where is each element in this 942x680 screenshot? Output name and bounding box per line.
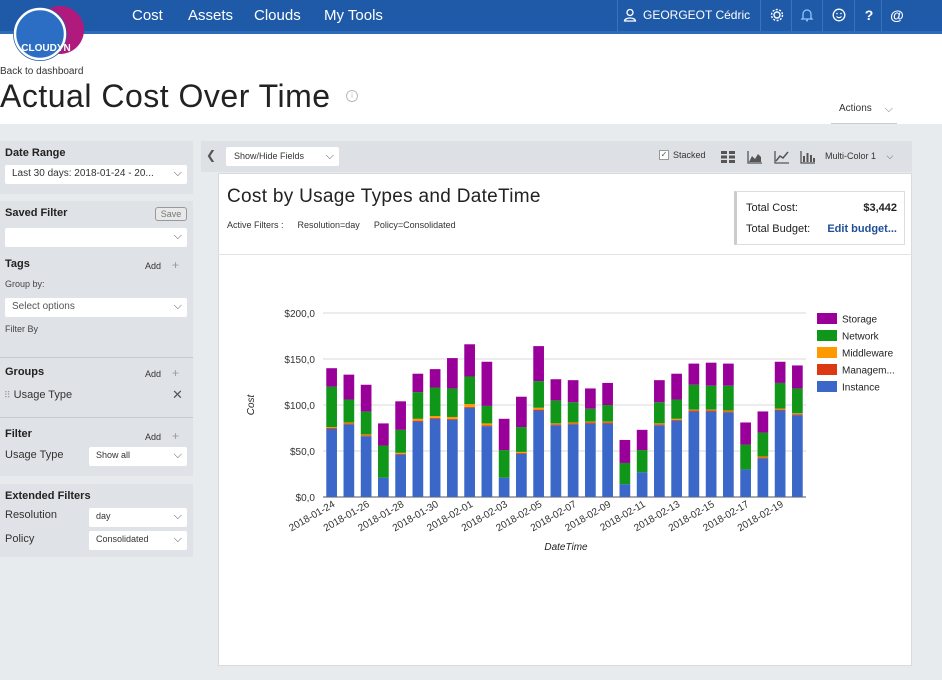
groups-title: Groups bbox=[5, 366, 45, 378]
at-icon[interactable]: @ bbox=[890, 7, 904, 23]
chart-card bbox=[218, 173, 912, 666]
tags-groups-filter-panel bbox=[0, 254, 193, 476]
color-scheme-dropdown[interactable]: Multi-Color 1 ⌵ bbox=[825, 151, 893, 162]
active-filter-resolution: Resolution=day bbox=[297, 220, 360, 230]
resolution-label: Resolution bbox=[5, 509, 57, 521]
total-cost-value: $3,442 bbox=[863, 202, 897, 214]
filter-field-label: Usage Type bbox=[5, 449, 64, 461]
top-nav-underline bbox=[0, 31, 942, 34]
chevron-down-icon: ⌵ bbox=[173, 300, 182, 312]
date-range-select[interactable]: Last 30 days: 2018-01-24 - 20... ⌵ bbox=[5, 165, 187, 184]
page-header bbox=[0, 34, 942, 124]
nav-cost[interactable]: Cost bbox=[132, 7, 163, 24]
table-view-icon[interactable] bbox=[720, 150, 736, 164]
help-icon[interactable]: ? bbox=[864, 7, 874, 23]
resolution-value: day bbox=[96, 511, 111, 521]
logo-text: CLOUDYN bbox=[21, 43, 70, 54]
chevron-down-icon: ⌵ bbox=[325, 150, 334, 162]
actions-label: Actions bbox=[839, 103, 872, 114]
filter-usage-type-value: Show all bbox=[96, 450, 131, 460]
policy-value: Consolidated bbox=[96, 534, 149, 544]
smiley-icon[interactable] bbox=[829, 5, 849, 25]
bell-icon[interactable] bbox=[797, 5, 817, 25]
active-filters: Active Filters : Resolution=day Policy=C… bbox=[227, 220, 456, 230]
tags-add-link[interactable]: Add bbox=[145, 261, 162, 271]
chart-title: Cost by Usage Types and DateTime bbox=[227, 186, 541, 207]
user-name: GEORGEOT Cédric bbox=[643, 8, 751, 22]
filter-add-link[interactable]: Add bbox=[145, 432, 162, 442]
card-separator bbox=[218, 254, 912, 255]
chevron-down-icon: ⌵ bbox=[886, 151, 894, 161]
back-to-dashboard-link[interactable]: Back to dashboard bbox=[0, 66, 84, 77]
nav-separator bbox=[617, 0, 618, 31]
date-range-value: Last 30 days: 2018-01-24 - 20... bbox=[12, 168, 154, 179]
line-chart-icon[interactable] bbox=[774, 150, 790, 164]
filter-by-label: Filter By bbox=[5, 324, 39, 334]
total-cost-label: Total Cost: bbox=[746, 202, 798, 214]
area-chart-icon[interactable] bbox=[747, 150, 763, 164]
active-filter-policy: Policy=Consolidated bbox=[373, 220, 456, 230]
settings-icon[interactable] bbox=[767, 5, 787, 25]
drag-handle-icon[interactable]: ⠿ bbox=[4, 390, 11, 400]
page-title: Actual Cost Over Time bbox=[0, 78, 331, 114]
resolution-select[interactable]: day ⌵ bbox=[89, 508, 187, 527]
groups-add-link[interactable]: Add bbox=[145, 369, 162, 379]
edit-budget-link[interactable]: Edit budget... bbox=[827, 223, 897, 235]
nav-separator bbox=[854, 0, 855, 31]
sidebar-divider bbox=[0, 357, 193, 358]
filter-plus-icon[interactable]: + bbox=[172, 429, 180, 443]
top-nav-bar bbox=[0, 0, 942, 31]
nav-clouds[interactable]: Clouds bbox=[254, 7, 301, 24]
chevron-down-icon: ⌵ bbox=[173, 449, 182, 461]
stacked-label: Stacked bbox=[673, 150, 706, 160]
tags-plus-icon[interactable]: + bbox=[172, 258, 180, 272]
policy-label: Policy bbox=[5, 533, 35, 545]
filter-usage-type-select[interactable]: Show all ⌵ bbox=[89, 447, 187, 466]
save-filter-button[interactable]: Save bbox=[155, 207, 187, 221]
nav-separator bbox=[881, 0, 882, 31]
date-range-title: Date Range bbox=[5, 147, 66, 159]
total-budget-label: Total Budget: bbox=[746, 223, 811, 235]
chevron-down-icon: ⌵ bbox=[173, 533, 182, 545]
chevron-down-icon: ⌵ bbox=[173, 230, 182, 242]
chevron-down-icon: ⌵ bbox=[173, 167, 182, 179]
active-filters-label: Active Filters : bbox=[227, 220, 284, 230]
stacked-checkbox[interactable]: ✓ Stacked bbox=[659, 150, 706, 160]
cloudyn-logo[interactable]: CLOUDYN bbox=[10, 4, 88, 62]
nav-separator bbox=[822, 0, 823, 31]
nav-separator bbox=[791, 0, 792, 31]
color-scheme-label: Multi-Color 1 bbox=[825, 151, 877, 161]
show-hide-label: Show/Hide Fields bbox=[234, 151, 305, 161]
info-icon[interactable]: i bbox=[346, 90, 358, 102]
totals-box: Total Cost: $3,442 Total Budget: Edit bu… bbox=[734, 191, 905, 245]
user-icon bbox=[623, 8, 637, 22]
group-by-label: Group by: bbox=[5, 279, 45, 289]
group-item-usage-type[interactable]: ⠿ Usage Type bbox=[4, 389, 72, 401]
policy-select[interactable]: Consolidated ⌵ bbox=[89, 531, 187, 550]
actions-dropdown[interactable]: Actions ⌵ bbox=[831, 98, 897, 124]
checkbox-check-icon[interactable]: ✓ bbox=[659, 150, 669, 160]
group-item-label: Usage Type bbox=[13, 389, 73, 401]
tags-title: Tags bbox=[5, 258, 30, 270]
user-menu[interactable]: GEORGEOT Cédric bbox=[623, 8, 750, 22]
nav-my-tools[interactable]: My Tools bbox=[324, 7, 383, 24]
tags-select-placeholder: Select options bbox=[12, 301, 75, 312]
chevron-down-icon: ⌵ bbox=[173, 510, 182, 522]
show-hide-fields-dropdown[interactable]: Show/Hide Fields ⌵ bbox=[226, 147, 339, 166]
saved-filter-title: Saved Filter bbox=[5, 207, 68, 219]
tags-group-by-select[interactable]: Select options ⌵ bbox=[5, 298, 187, 317]
groups-plus-icon[interactable]: + bbox=[172, 366, 180, 380]
bar-chart-icon[interactable] bbox=[800, 150, 816, 164]
filter-title: Filter bbox=[5, 428, 32, 440]
extended-filters-title: Extended Filters bbox=[5, 490, 91, 502]
chevron-down-icon: ⌵ bbox=[884, 103, 893, 115]
nav-assets[interactable]: Assets bbox=[188, 7, 234, 24]
collapse-sidebar-icon[interactable]: ❮ bbox=[206, 148, 217, 162]
saved-filter-select[interactable]: ⌵ bbox=[5, 228, 187, 247]
remove-group-icon[interactable]: ✕ bbox=[172, 387, 183, 402]
sidebar-divider bbox=[0, 417, 193, 418]
nav-separator bbox=[760, 0, 761, 31]
